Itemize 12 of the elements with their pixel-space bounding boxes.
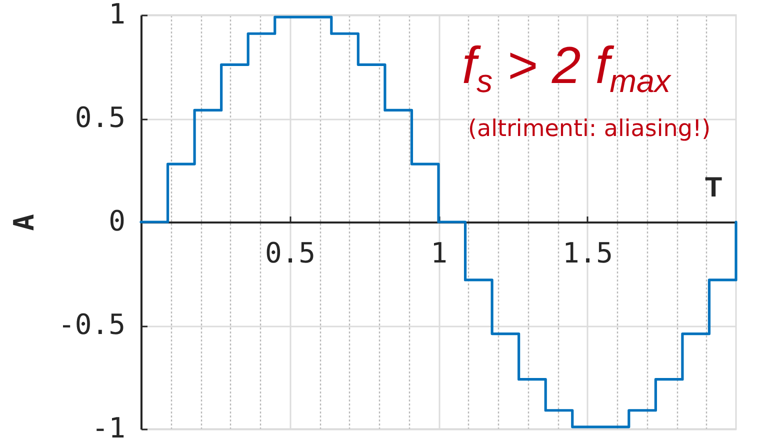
x-tick-label: 1 (430, 236, 448, 270)
x-axis-title: T (704, 172, 722, 202)
y-tick-label: 1 (108, 0, 126, 30)
y-axis-title: A (8, 214, 40, 231)
x-tick-label: 0.5 (264, 236, 316, 270)
y-tick-label: -0.5 (58, 308, 126, 341)
x-tick-label: 1.5 (562, 236, 614, 270)
y-tick-label: 0.5 (74, 101, 126, 134)
annotation: f$_{s}$ > 2 f$_{max}$ (462, 37, 671, 100)
y-tick-label: -1 (92, 412, 126, 444)
y-tick-label: 0 (108, 204, 126, 238)
annotation: (altrimenti: aliasing!) (468, 116, 711, 142)
